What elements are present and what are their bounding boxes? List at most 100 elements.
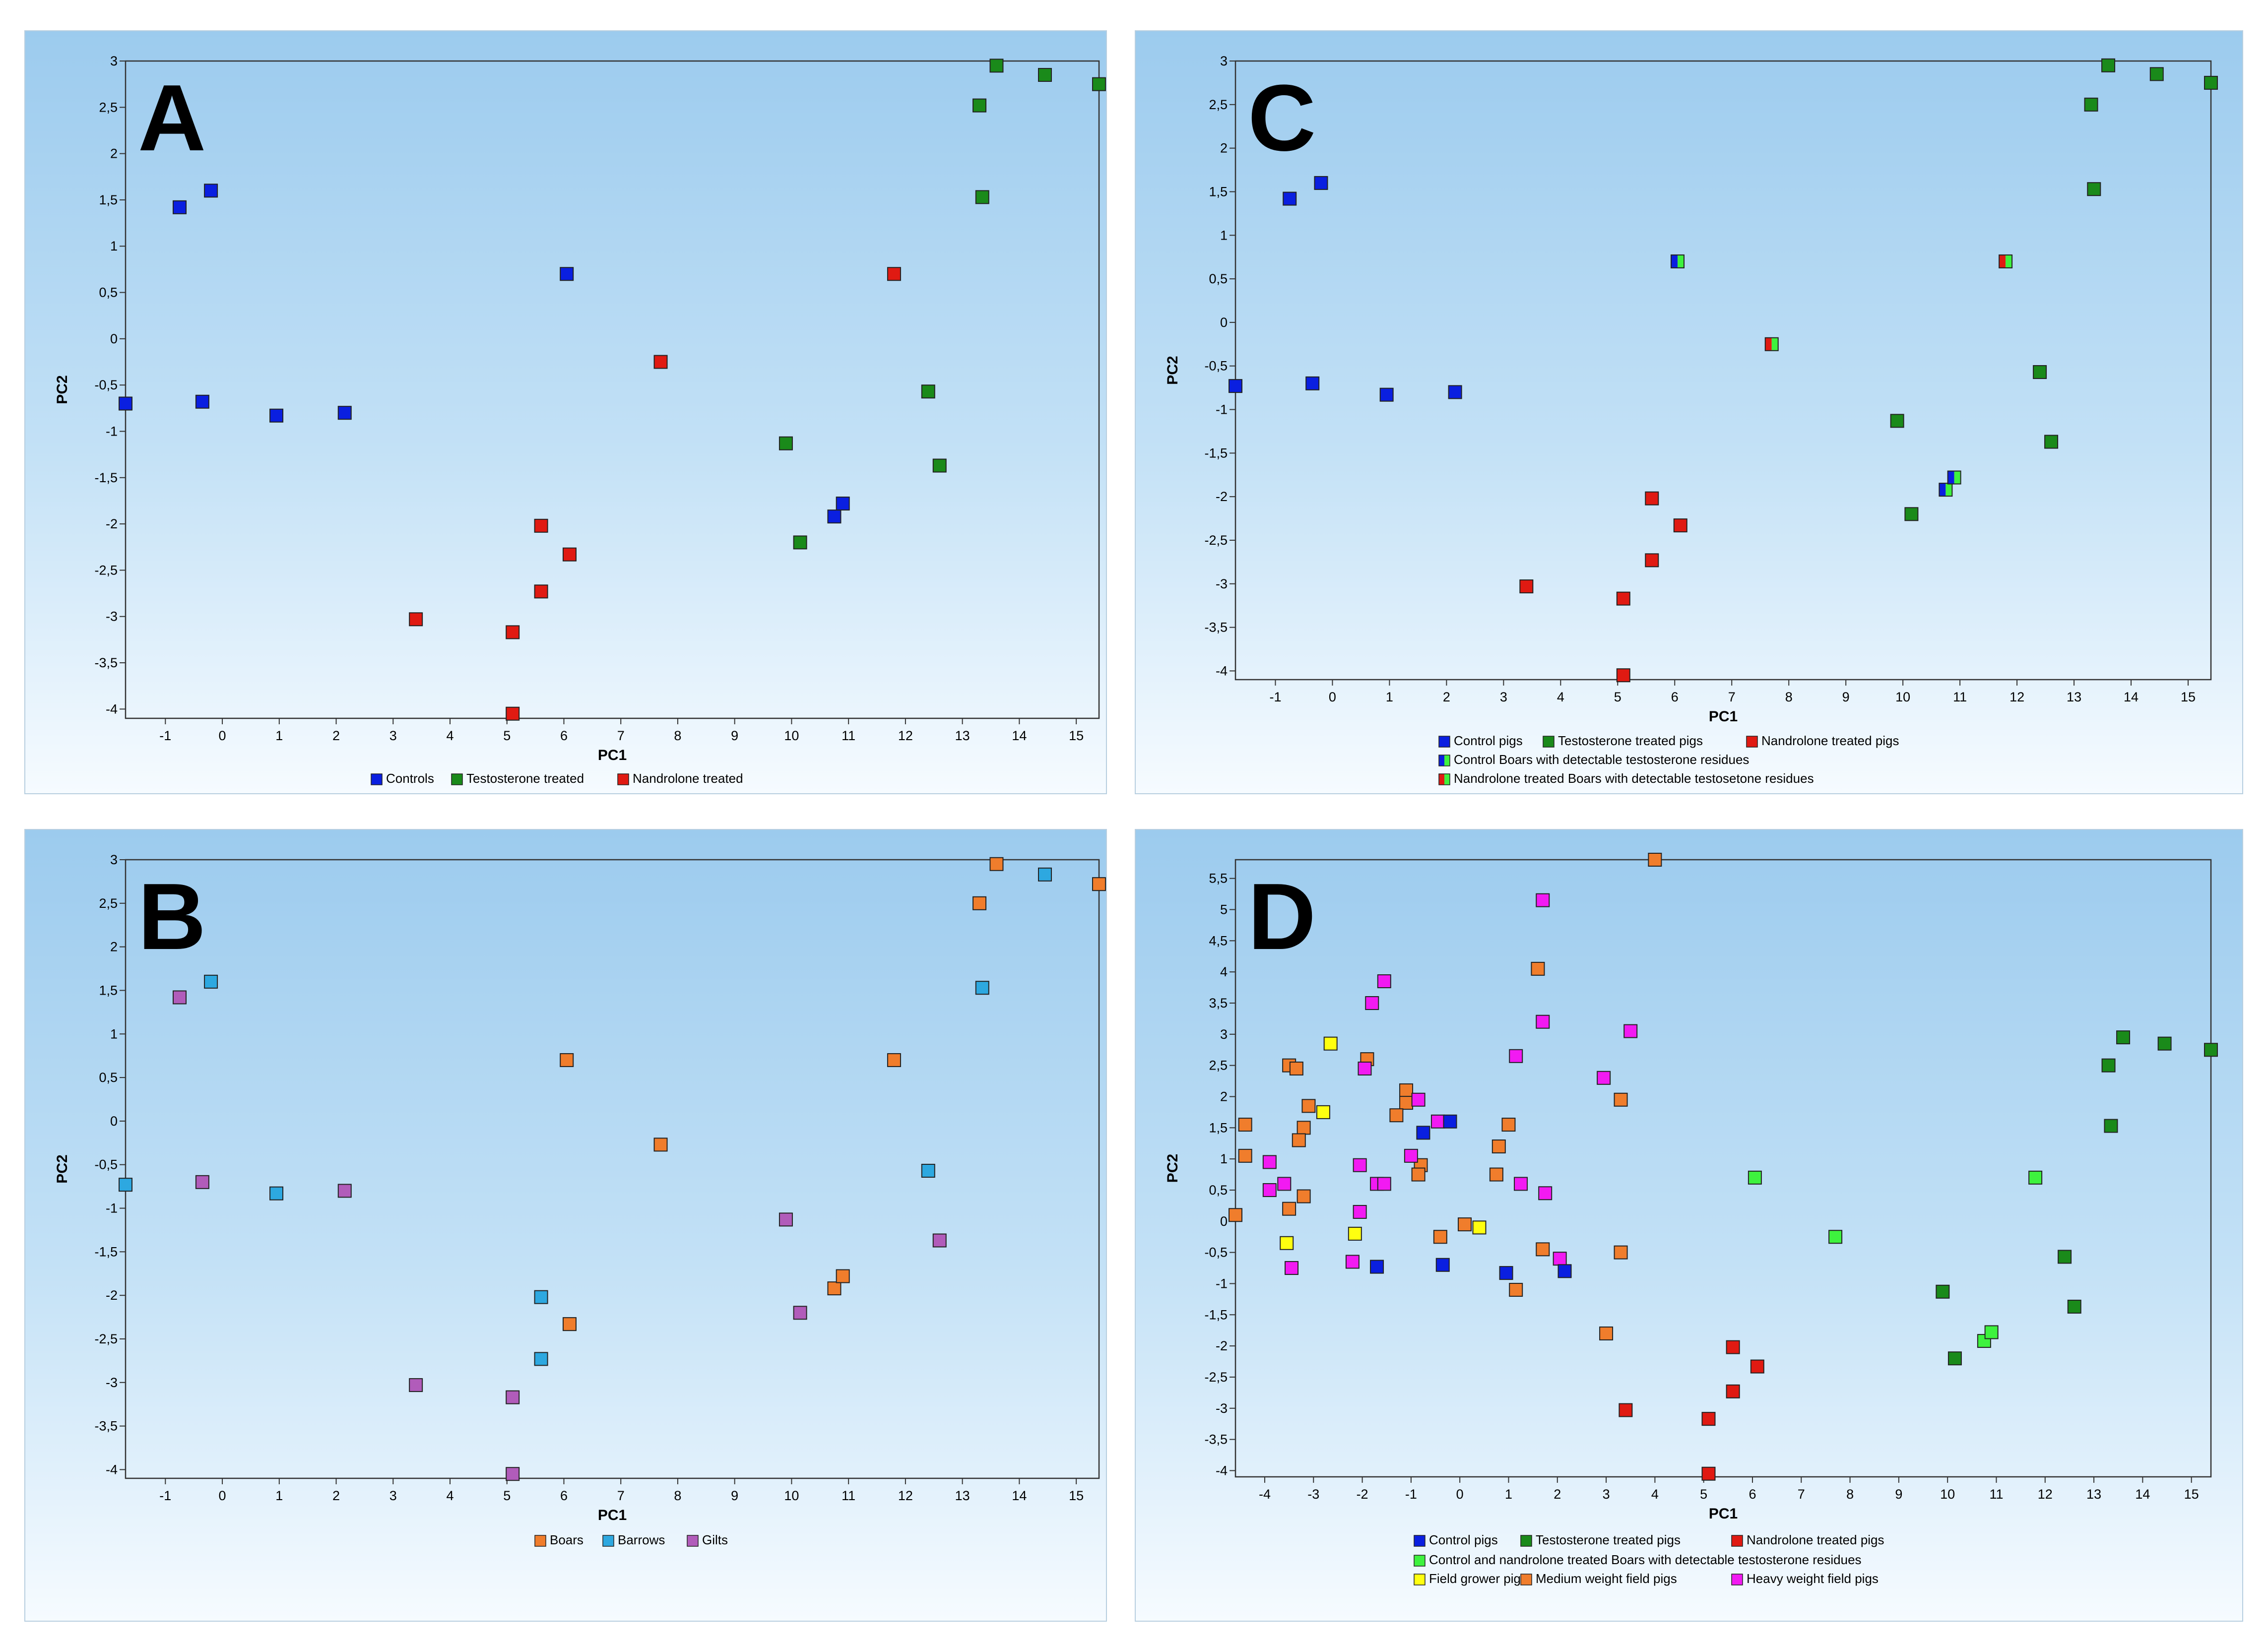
y-tick-label: 1,5 [1209, 1120, 1228, 1135]
y-tick-label: 3 [1220, 1027, 1228, 1042]
data-point [1947, 1351, 1962, 1366]
x-tick-label: 3 [389, 1488, 397, 1503]
data-point [119, 1178, 132, 1192]
y-tick-label: -2 [106, 516, 118, 531]
data-point [1316, 1105, 1330, 1119]
legend-label: Control and nandrolone treated Boars wit… [1429, 1552, 1862, 1567]
x-tick-label: 10 [1940, 1487, 1955, 1502]
panel-background [1135, 30, 2243, 794]
legend-label: Nandrolone treated Boars with detectable… [1454, 771, 1814, 786]
legend-label: Nandrolone treated pigs [1747, 1532, 1884, 1547]
y-tick-label: 3 [1220, 54, 1228, 68]
x-tick-label: 13 [2086, 1487, 2101, 1502]
data-point [2084, 97, 2098, 112]
plot-frame [1234, 60, 2212, 681]
x-tick-label: 2 [1443, 690, 1450, 704]
x-tick-label: 11 [1953, 690, 1967, 704]
data-point [1519, 579, 1534, 594]
series-field-grower-pigs [1280, 1036, 1487, 1250]
data-point [989, 857, 1004, 871]
legend-swatch [602, 1535, 614, 1547]
x-tick-label: 13 [955, 728, 970, 743]
x-tick-label: 12 [898, 728, 913, 743]
data-point [1092, 877, 1106, 891]
x-tick-label: 12 [898, 1488, 913, 1503]
data-point [1348, 1226, 1362, 1241]
data-point [2104, 1119, 2118, 1133]
legend-label: Testosterone treated pigs [1536, 1532, 1681, 1547]
series-medium-weight-field-pigs [1229, 853, 1662, 1340]
y-tick-label: -2 [1216, 489, 1228, 504]
y-tick-label: -1 [1216, 402, 1228, 417]
data-point [269, 1186, 284, 1201]
series-testosterone-treated [778, 59, 1106, 550]
legend: Control pigs Testosterone treated pigs Nan… [1438, 733, 1899, 786]
series-control-boars-with-detectable-testosterone-residues [1671, 254, 1961, 497]
y-tick-label: 1 [1220, 228, 1228, 243]
data-point [972, 98, 987, 113]
data-point [1597, 1071, 1611, 1085]
data-point [506, 625, 520, 639]
y-tick-label: 2 [1220, 141, 1228, 156]
x-tick-label: 0 [1329, 690, 1336, 704]
y-tick-label: 0 [1220, 1214, 1228, 1229]
data-point [827, 509, 842, 524]
x-tick-label: 10 [784, 1488, 799, 1503]
data-point [1645, 553, 1659, 568]
x-tick-label: 9 [731, 728, 738, 743]
y-tick-label: 3 [110, 852, 118, 867]
data-point [972, 896, 987, 910]
data-point [1435, 1258, 1450, 1272]
data-point [534, 518, 548, 533]
data-point [1531, 961, 1545, 976]
y-tick-label: -0,5 [94, 378, 118, 392]
x-tick-label: 13 [955, 1488, 970, 1503]
data-point [793, 535, 807, 550]
x-axis-label: PC1 [598, 747, 627, 763]
data-point [887, 267, 901, 281]
data-point [1399, 1096, 1414, 1110]
legend-swatch-half [1444, 774, 1450, 785]
legend-swatch [1438, 736, 1450, 748]
data-point [1282, 1202, 1296, 1216]
data-point [506, 706, 520, 721]
panel-background [24, 30, 1107, 794]
data-point [1358, 1061, 1372, 1076]
data-point-half [1999, 254, 2006, 268]
data-point [1936, 1284, 1950, 1299]
x-tick-label: 5 [1614, 690, 1621, 704]
data-point [1377, 1177, 1391, 1191]
data-point [1614, 1092, 1628, 1107]
data-point [1947, 470, 1961, 485]
panel-d: 5,5 5 4,5 4 3,5 3 2,5 2 1,5 1 0,5 0 -0,5 -1 -1,5 -2 -2,5… [1135, 829, 2243, 1622]
data-point [1404, 1148, 1418, 1163]
data-point [2204, 75, 2218, 90]
data-point [1671, 254, 1685, 268]
data-point [409, 1378, 423, 1392]
legend-swatch [1731, 1535, 1743, 1547]
data-point [562, 547, 577, 562]
data-point [1648, 853, 1662, 867]
data-point [1229, 379, 1242, 393]
data-point [1285, 1261, 1299, 1275]
series-control-pigs [1229, 176, 1462, 402]
data-point [506, 1467, 520, 1481]
x-tick-label: 8 [1785, 690, 1793, 704]
y-tick-label: 0 [110, 1114, 118, 1129]
data-point [932, 1233, 947, 1248]
series-testosterone-treated-pigs [1890, 58, 2218, 521]
data-point [836, 1269, 850, 1283]
data-point [1890, 414, 1904, 428]
data-point [1092, 77, 1106, 91]
data-point [2067, 1299, 2081, 1314]
legend-label: Nandrolone treated [633, 771, 743, 786]
y-tick-label: 2 [1220, 1089, 1228, 1104]
legend-swatch [1414, 1555, 1426, 1567]
y-tick-label: -2,5 [94, 563, 118, 577]
legend-label: Control Boars with detectable testostero… [1454, 752, 1749, 767]
legend-label: Medium weight field pigs [1536, 1571, 1677, 1586]
y-tick-label: 2 [110, 146, 118, 161]
legend: Boars Barrows Gilts [534, 1532, 728, 1547]
y-tick-label: 5,5 [1209, 871, 1228, 886]
y-tick-label: -1 [106, 424, 118, 439]
